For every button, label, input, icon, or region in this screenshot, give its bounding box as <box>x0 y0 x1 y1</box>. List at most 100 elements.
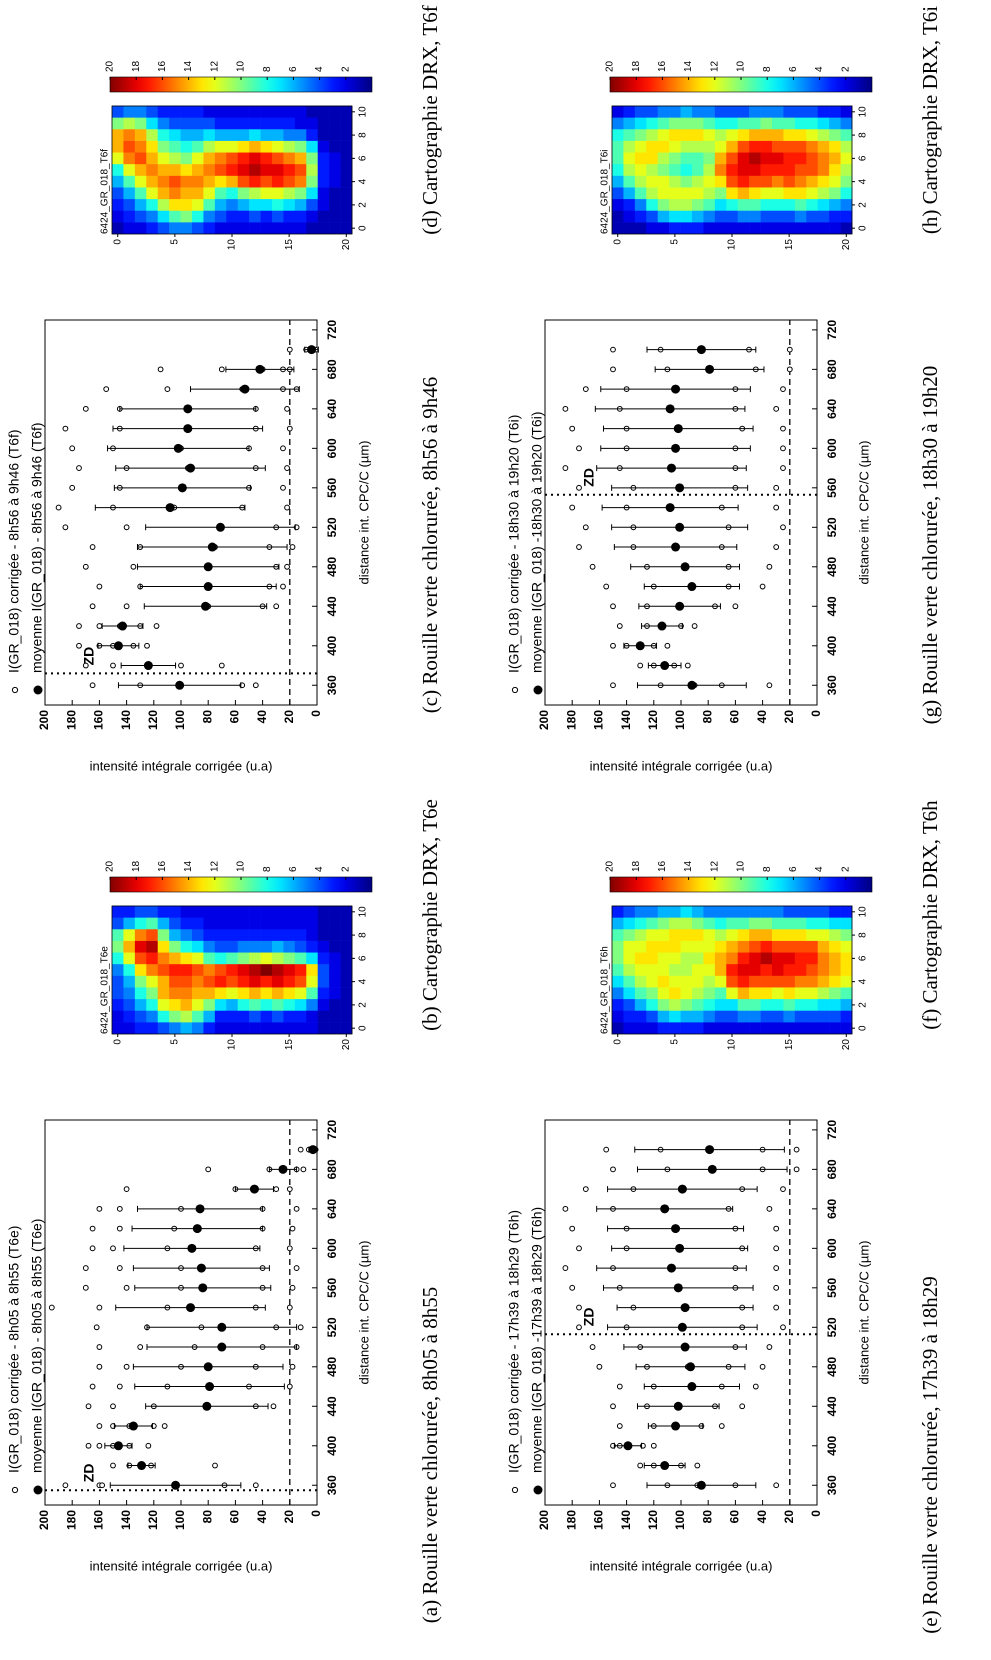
mean-point <box>687 680 697 690</box>
heat-cell <box>760 117 773 130</box>
heat-cell <box>794 940 807 953</box>
heat-cell <box>817 963 830 976</box>
heat-cell <box>340 975 353 988</box>
colorbar-tick-label: 8 <box>762 66 773 72</box>
mean-point <box>192 1224 202 1234</box>
heat-cell <box>283 975 296 988</box>
heat-cell <box>772 105 784 118</box>
heat-cell <box>180 1022 193 1034</box>
heat-cell <box>703 998 716 1011</box>
colorbar-tick-label: 20 <box>605 860 616 872</box>
heat-cell <box>237 975 250 988</box>
heat-cell <box>237 905 250 918</box>
mean-point <box>677 1184 687 1194</box>
heat-cell <box>214 928 227 941</box>
mean-point <box>671 1421 681 1431</box>
point <box>780 524 786 531</box>
heat-cell <box>283 1010 296 1023</box>
colorbar-tick-label: 6 <box>788 866 799 872</box>
x-tick-label: 680 <box>825 359 839 379</box>
point <box>284 563 290 570</box>
heat-cell <box>646 928 659 941</box>
x-tick-label: 8 <box>358 132 369 138</box>
point <box>773 1304 780 1311</box>
heat-cell <box>817 198 830 211</box>
heat-cell <box>783 952 796 965</box>
point <box>562 465 569 471</box>
heat-cell <box>794 163 807 176</box>
mean-point <box>666 463 676 473</box>
heat-cell <box>180 198 193 211</box>
heat-cell <box>760 987 773 1000</box>
heat-cell <box>714 940 727 953</box>
heat-cell <box>794 198 807 211</box>
heat-cell <box>192 963 204 976</box>
heat-cell <box>192 198 204 211</box>
x-tick-label: 10 <box>858 106 869 118</box>
heat-cell <box>634 187 647 200</box>
heat-cell <box>703 928 716 941</box>
point <box>153 623 160 629</box>
heat-cell <box>714 222 727 234</box>
heat-cell <box>692 998 704 1011</box>
heat-cell <box>840 105 853 118</box>
heat-cell <box>329 152 341 165</box>
colorbar-tick-label: 4 <box>814 66 825 72</box>
heat-cell <box>272 940 284 953</box>
heat-cell <box>646 963 659 976</box>
mean-point <box>657 621 667 631</box>
x-tick-label: 440 <box>825 1396 839 1416</box>
mean-point <box>113 641 123 651</box>
heat-cell <box>123 210 136 223</box>
point <box>610 346 616 353</box>
heat-cell <box>657 128 670 141</box>
heat-cell <box>623 1010 636 1023</box>
heat-cell <box>169 975 181 988</box>
heat-cell <box>703 952 716 965</box>
heat-cell <box>714 952 727 965</box>
colorbar-tick-label: 2 <box>840 866 851 872</box>
y-tick-label: 20 <box>841 239 852 251</box>
x-tick-label: 680 <box>825 1159 839 1179</box>
heat-cell <box>134 917 147 930</box>
heat-cell <box>249 222 261 234</box>
heat-cell <box>283 917 296 930</box>
x-tick-label: 440 <box>325 596 339 616</box>
y-tick-label: 180 <box>64 710 78 730</box>
heat-cell <box>760 1010 773 1023</box>
heat-cell <box>294 1022 307 1034</box>
heat-cell <box>806 187 819 200</box>
heat-cell <box>157 210 170 223</box>
caption: (d) Cartographie DRX, T6f <box>418 5 442 234</box>
heat-cell <box>237 210 250 223</box>
y-tick-label: 0 <box>309 1510 323 1517</box>
heat-cell <box>306 905 319 918</box>
heat-cell <box>260 198 273 211</box>
heat-cell <box>794 175 807 188</box>
y-tick-label: 80 <box>700 710 714 724</box>
heat-cell <box>249 198 261 211</box>
x-tick-label: 8 <box>858 932 869 938</box>
heat-cell <box>623 905 636 918</box>
y-tick-label: 20 <box>782 1510 796 1524</box>
x-tick-label: 480 <box>825 556 839 576</box>
heat-cell <box>283 187 296 200</box>
heat-cell <box>703 917 716 930</box>
heat-cell <box>806 222 819 234</box>
heat-cell <box>146 187 159 200</box>
heat-cell <box>760 128 773 141</box>
heat-cell <box>760 963 773 976</box>
heat-cell <box>829 1022 841 1034</box>
point <box>576 445 582 452</box>
heat-cell <box>237 963 250 976</box>
heat-cell <box>169 152 181 165</box>
heat-cell <box>283 987 296 1000</box>
heat-cell <box>840 917 853 930</box>
heat-cell <box>249 140 261 153</box>
heat-cell <box>737 987 750 1000</box>
point <box>773 504 780 511</box>
heat-cell <box>783 917 796 930</box>
heat-cell <box>112 940 124 953</box>
x-tick-label: 520 <box>325 1317 339 1337</box>
heat-cell <box>306 117 319 130</box>
